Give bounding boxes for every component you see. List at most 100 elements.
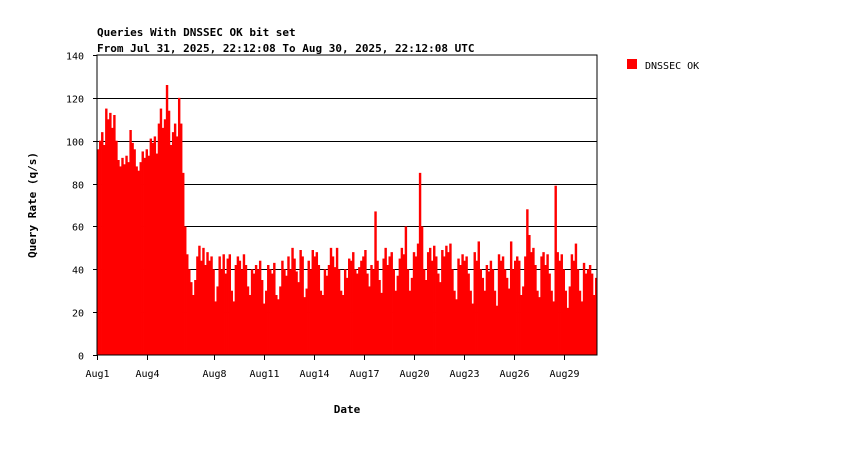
bar [260,280,264,355]
x-tick-label: Aug20 [399,369,429,380]
bar [485,265,489,355]
bar [111,127,114,355]
y-axis-label: Query Rate (q/s) [26,152,39,258]
bar [141,151,144,355]
y-tick-label: 60 [72,223,84,234]
bar [149,138,153,355]
x-tick-label: Aug4 [135,369,159,380]
bar [451,269,454,355]
bar [457,258,460,355]
bar [592,295,596,355]
bar [489,260,493,355]
bar [303,297,306,355]
bar [143,157,146,355]
bar [424,280,428,355]
bar [505,277,509,355]
bar [273,262,276,355]
bar [550,290,553,355]
bar [520,295,523,355]
bar [402,254,406,355]
bar [275,295,278,355]
bar [214,301,217,355]
bar [137,170,140,355]
bar [469,290,472,355]
bar [428,247,432,355]
bar [113,115,116,355]
bar [321,295,325,355]
bar [352,252,355,355]
bar [475,260,478,355]
bar [348,258,351,355]
bar [244,265,248,355]
bar [354,269,357,355]
bar [335,247,339,355]
bar [435,256,438,355]
bar [117,160,120,355]
bar [305,288,308,355]
bar [426,252,430,355]
bar [169,145,173,355]
bar [360,260,363,355]
bar [530,252,533,355]
bar [291,247,294,355]
bar [501,256,505,355]
bar [248,295,252,355]
bar [584,273,588,355]
bar [161,127,165,355]
bar [564,290,568,355]
bar [465,256,468,355]
bar [337,269,341,355]
bar [194,280,197,355]
bar [416,243,420,355]
bar [534,265,537,355]
bar [121,157,124,355]
bar [242,254,246,355]
bar [285,275,288,355]
bar [119,166,122,355]
chart-title: Queries With DNSSEC OK bit set [97,26,296,39]
bar [580,301,584,355]
bar [228,254,231,355]
bar [554,185,557,355]
bar [437,273,440,355]
bar [526,209,529,355]
bar [540,256,543,355]
bar [315,252,319,355]
bar [293,258,296,355]
bar [309,269,312,355]
bar [313,256,317,355]
bar [125,155,128,355]
bar [204,265,207,355]
bar [516,256,519,355]
bar [562,269,566,355]
bar [412,252,416,355]
bar [345,277,349,355]
bar [558,260,561,355]
bar [586,269,590,355]
bar [445,245,448,355]
bar [477,241,480,355]
bar [222,254,225,355]
x-tick-label: Aug8 [202,369,226,380]
bar [200,260,203,355]
bar [341,295,345,355]
bar [167,110,171,356]
bar [240,269,244,355]
y-tick-label: 80 [72,181,84,192]
bar [495,305,499,355]
y-tick-label: 120 [66,95,84,106]
bar [394,290,397,355]
bar [329,247,333,355]
bar [392,269,395,355]
bar [414,256,418,355]
bar [386,265,389,355]
bar [511,269,515,355]
bar [147,155,151,355]
bar [582,262,586,355]
bar [230,290,234,355]
bar [208,260,211,355]
bar [493,290,497,355]
bar [101,132,104,355]
bar [576,269,580,355]
